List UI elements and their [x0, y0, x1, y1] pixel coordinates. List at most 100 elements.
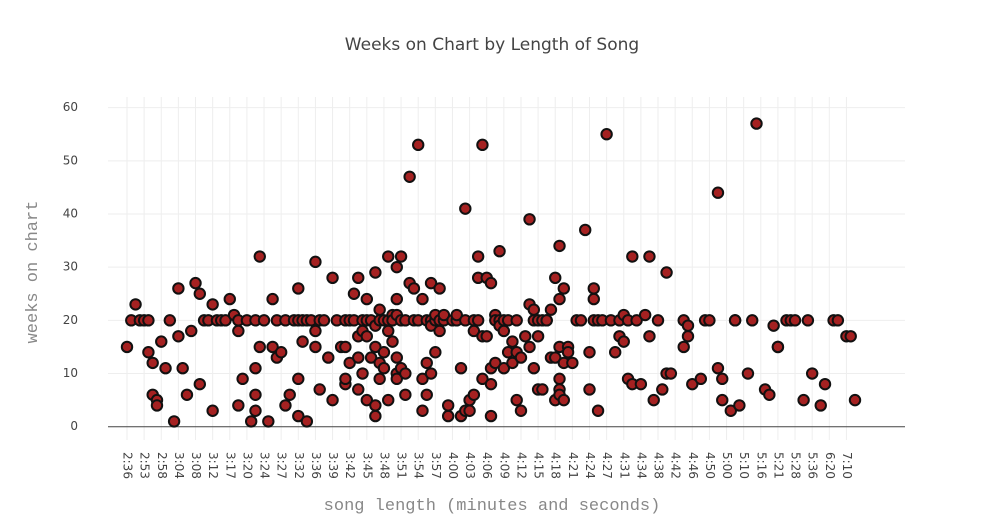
point [463, 404, 476, 417]
x-tick-label: 3:51 [395, 452, 409, 479]
point [647, 393, 660, 407]
point [416, 292, 429, 306]
point [553, 372, 566, 386]
point [420, 388, 433, 401]
point [788, 314, 802, 327]
point [506, 356, 519, 370]
point [326, 393, 339, 407]
point [677, 340, 690, 354]
point [343, 356, 356, 370]
y-axis-title: weeks on chart [24, 201, 43, 344]
point [471, 314, 485, 327]
point [292, 372, 305, 386]
point [420, 356, 433, 370]
point [587, 292, 600, 306]
point [600, 128, 613, 141]
point [257, 314, 271, 327]
point [583, 346, 596, 359]
point [540, 314, 553, 327]
chart-title: Weeks on Chart by Length of Song [345, 35, 639, 55]
point [484, 276, 498, 290]
x-tick-label: 3:12 [206, 452, 220, 479]
point [172, 282, 185, 295]
point [450, 308, 463, 322]
x-tick-label: 3:04 [172, 452, 186, 479]
point [583, 383, 596, 396]
x-tick-label: 4:31 [617, 452, 631, 479]
x-tick-label: 3:32 [292, 452, 306, 479]
x-tick-label: 4:06 [480, 452, 494, 479]
x-tick-label: 3:57 [429, 452, 443, 479]
point [484, 377, 498, 391]
point [433, 282, 446, 295]
point [767, 319, 780, 332]
point [253, 250, 266, 263]
point [236, 372, 249, 386]
point [844, 330, 857, 343]
point [364, 351, 378, 364]
point [369, 340, 382, 354]
x-tick-label: 3:27 [275, 452, 289, 479]
point [352, 383, 365, 396]
x-tick-label: 5:00 [720, 452, 734, 479]
y-tick-label: 50 [63, 153, 78, 167]
x-tick-label: 2:36 [121, 452, 135, 479]
x-tick-label: 4:00 [446, 452, 460, 479]
x-tick-label: 2:53 [138, 452, 152, 479]
x-tick-label: 3:24 [258, 452, 272, 479]
point [373, 303, 386, 316]
point [523, 340, 536, 354]
point [390, 351, 403, 364]
x-tick-label: 4:18 [549, 452, 563, 479]
x-tick-label: 4:15 [532, 452, 546, 479]
point [399, 388, 412, 401]
x-tick-label: 4:09 [497, 452, 511, 479]
point [223, 292, 236, 306]
point [296, 335, 309, 348]
point [412, 138, 425, 152]
point [155, 335, 168, 348]
x-tick-label: 4:12 [514, 452, 528, 479]
point [724, 404, 738, 417]
point [630, 314, 643, 327]
point [313, 383, 326, 396]
point [369, 399, 382, 412]
point [249, 388, 262, 401]
point [180, 388, 194, 401]
point [360, 330, 374, 343]
point [249, 362, 262, 375]
point [322, 351, 335, 364]
x-tick-label: 6:20 [823, 452, 837, 479]
point [814, 399, 827, 412]
x-tick-label: 4:46 [686, 452, 700, 479]
point [656, 383, 669, 396]
point [382, 393, 395, 407]
x-tick-label: 4:24 [583, 452, 597, 479]
point [424, 276, 438, 290]
point [566, 356, 579, 370]
point [394, 250, 408, 263]
x-tick-label: 4:34 [634, 452, 648, 479]
point [574, 314, 588, 327]
point [506, 335, 519, 348]
x-tick-label: 3:48 [377, 452, 391, 479]
point [382, 324, 395, 338]
point [441, 409, 455, 423]
point [476, 138, 489, 152]
point [510, 314, 523, 327]
point [159, 362, 172, 375]
point [519, 330, 532, 343]
point [561, 346, 575, 359]
point [407, 282, 421, 295]
point [454, 362, 468, 375]
point [848, 393, 862, 407]
point [347, 287, 361, 300]
x-tick-label: 5:16 [754, 452, 768, 479]
point [266, 340, 279, 354]
x-tick-label: 5:28 [789, 452, 803, 479]
y-tick-label: 10 [63, 366, 78, 380]
point [146, 356, 159, 370]
point [711, 186, 725, 199]
point [292, 409, 305, 423]
